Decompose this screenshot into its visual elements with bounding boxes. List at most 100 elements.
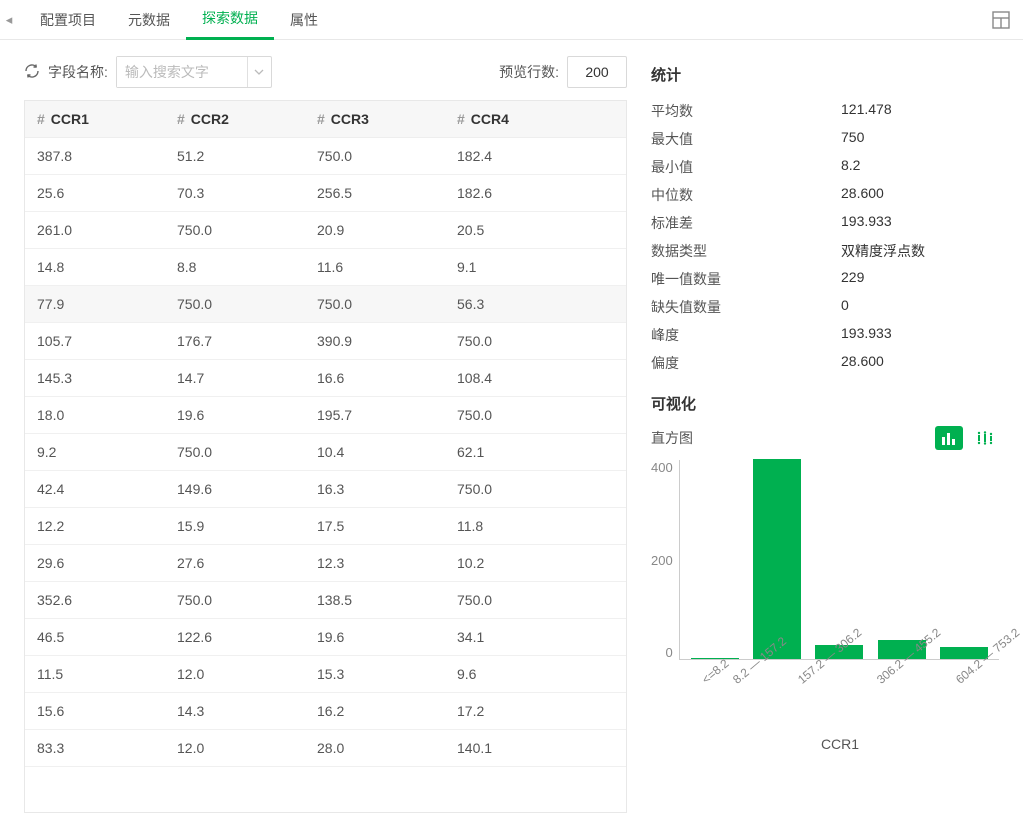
table-cell: 750.0 <box>165 212 305 248</box>
table-cell: 46.5 <box>25 619 165 655</box>
table-cell: 138.5 <box>305 582 445 618</box>
layout-icon[interactable] <box>991 10 1011 30</box>
stat-value: 229 <box>841 269 864 289</box>
table-cell: 34.1 <box>445 619 585 655</box>
table-cell: 390.9 <box>305 323 445 359</box>
chart-x-title: CCR1 <box>681 736 999 752</box>
table-cell: 105.7 <box>25 323 165 359</box>
table-cell: 108.4 <box>445 360 585 396</box>
stat-value: 8.2 <box>841 157 860 177</box>
preview-rows-input[interactable]: 200 <box>567 56 627 88</box>
table-cell: 256.5 <box>305 175 445 211</box>
table-cell: 750.0 <box>165 582 305 618</box>
histogram-bar <box>753 459 801 659</box>
table-row[interactable]: 15.614.316.217.2 <box>25 693 626 730</box>
table-cell: 195.7 <box>305 397 445 433</box>
table-cell: 12.3 <box>305 545 445 581</box>
stat-row: 最小值8.2 <box>651 153 999 181</box>
table-row[interactable]: 145.314.716.6108.4 <box>25 360 626 397</box>
refresh-icon[interactable] <box>24 63 40 82</box>
stat-row: 唯一值数量229 <box>651 265 999 293</box>
table-cell: 140.1 <box>445 730 585 766</box>
stat-row: 偏度28.600 <box>651 349 999 377</box>
stat-row: 最大值750 <box>651 125 999 153</box>
histogram-chart: 4002000 <=8.28.2 — 157.2157.2 — 306.2306… <box>651 460 999 752</box>
table-cell: 750.0 <box>305 286 445 322</box>
field-search-input[interactable] <box>117 57 247 87</box>
table-cell: 62.1 <box>445 434 585 470</box>
field-search-dropdown-icon[interactable] <box>247 57 271 87</box>
table-cell: 42.4 <box>25 471 165 507</box>
table-cell: 15.6 <box>25 693 165 729</box>
stat-value: 750 <box>841 129 864 149</box>
table-row[interactable]: 9.2750.010.462.1 <box>25 434 626 471</box>
stat-row: 标准差193.933 <box>651 209 999 237</box>
stat-value: 193.933 <box>841 213 892 233</box>
viz-tab-label[interactable]: 直方图 <box>651 428 693 448</box>
column-header[interactable]: #CCR1 <box>25 101 165 137</box>
table-row[interactable]: 105.7176.7390.9750.0 <box>25 323 626 360</box>
table-cell: 9.6 <box>445 656 585 692</box>
table-cell: 28.0 <box>305 730 445 766</box>
stat-value: 28.600 <box>841 185 884 205</box>
table-cell: 11.5 <box>25 656 165 692</box>
table-row[interactable]: 77.9750.0750.056.3 <box>25 286 626 323</box>
histogram-bar <box>691 658 739 659</box>
stat-label: 峰度 <box>651 325 841 345</box>
table-row[interactable]: 25.670.3256.5182.6 <box>25 175 626 212</box>
table-cell: 122.6 <box>165 619 305 655</box>
table-cell: 14.7 <box>165 360 305 396</box>
boxplot-icon[interactable] <box>971 426 999 450</box>
tab-3[interactable]: 属性 <box>274 0 334 40</box>
stat-value: 121.478 <box>841 101 892 121</box>
stat-label: 数据类型 <box>651 241 841 261</box>
table-row[interactable]: 352.6750.0138.5750.0 <box>25 582 626 619</box>
tab-2[interactable]: 探索数据 <box>186 0 274 40</box>
stat-label: 平均数 <box>651 101 841 121</box>
column-header[interactable]: #CCR3 <box>305 101 445 137</box>
table-cell: 10.2 <box>445 545 585 581</box>
stat-label: 缺失值数量 <box>651 297 841 317</box>
stat-row: 数据类型双精度浮点数 <box>651 237 999 265</box>
stat-row: 平均数121.478 <box>651 97 999 125</box>
tab-0[interactable]: 配置项目 <box>24 0 112 40</box>
table-cell: 19.6 <box>305 619 445 655</box>
stats-title: 统计 <box>651 64 999 85</box>
table-row[interactable]: 46.5122.619.634.1 <box>25 619 626 656</box>
table-cell: 16.6 <box>305 360 445 396</box>
table-cell: 145.3 <box>25 360 165 396</box>
table-cell: 182.6 <box>445 175 585 211</box>
histogram-icon[interactable] <box>935 426 963 450</box>
stat-label: 中位数 <box>651 185 841 205</box>
table-cell: 182.4 <box>445 138 585 174</box>
table-horizontal-scrollbar[interactable] <box>25 802 626 812</box>
table-cell: 83.3 <box>25 730 165 766</box>
table-cell: 14.8 <box>25 249 165 285</box>
preview-rows-label: 预览行数: <box>499 62 559 82</box>
table-row[interactable]: 83.312.028.0140.1 <box>25 730 626 767</box>
collapse-left-icon[interactable]: ◂ <box>0 12 18 28</box>
table-cell: 261.0 <box>25 212 165 248</box>
stat-label: 偏度 <box>651 353 841 373</box>
y-tick: 200 <box>651 553 673 568</box>
table-cell: 20.5 <box>445 212 585 248</box>
table-row[interactable]: 42.4149.616.3750.0 <box>25 471 626 508</box>
column-header[interactable]: #CCR4 <box>445 101 585 137</box>
table-row[interactable]: 12.215.917.511.8 <box>25 508 626 545</box>
table-row[interactable]: 14.88.811.69.1 <box>25 249 626 286</box>
table-cell: 15.3 <box>305 656 445 692</box>
table-cell: 15.9 <box>165 508 305 544</box>
field-name-label: 字段名称: <box>48 62 108 82</box>
table-row[interactable]: 18.019.6195.7750.0 <box>25 397 626 434</box>
table-cell: 16.2 <box>305 693 445 729</box>
table-row[interactable]: 261.0750.020.920.5 <box>25 212 626 249</box>
column-header[interactable]: #CCR2 <box>165 101 305 137</box>
table-cell: 77.9 <box>25 286 165 322</box>
table-cell: 10.4 <box>305 434 445 470</box>
table-cell: 149.6 <box>165 471 305 507</box>
table-row[interactable]: 29.627.612.310.2 <box>25 545 626 582</box>
table-row[interactable]: 387.851.2750.0182.4 <box>25 138 626 175</box>
stat-value: 双精度浮点数 <box>841 241 925 261</box>
tab-1[interactable]: 元数据 <box>112 0 186 40</box>
table-row[interactable]: 11.512.015.39.6 <box>25 656 626 693</box>
